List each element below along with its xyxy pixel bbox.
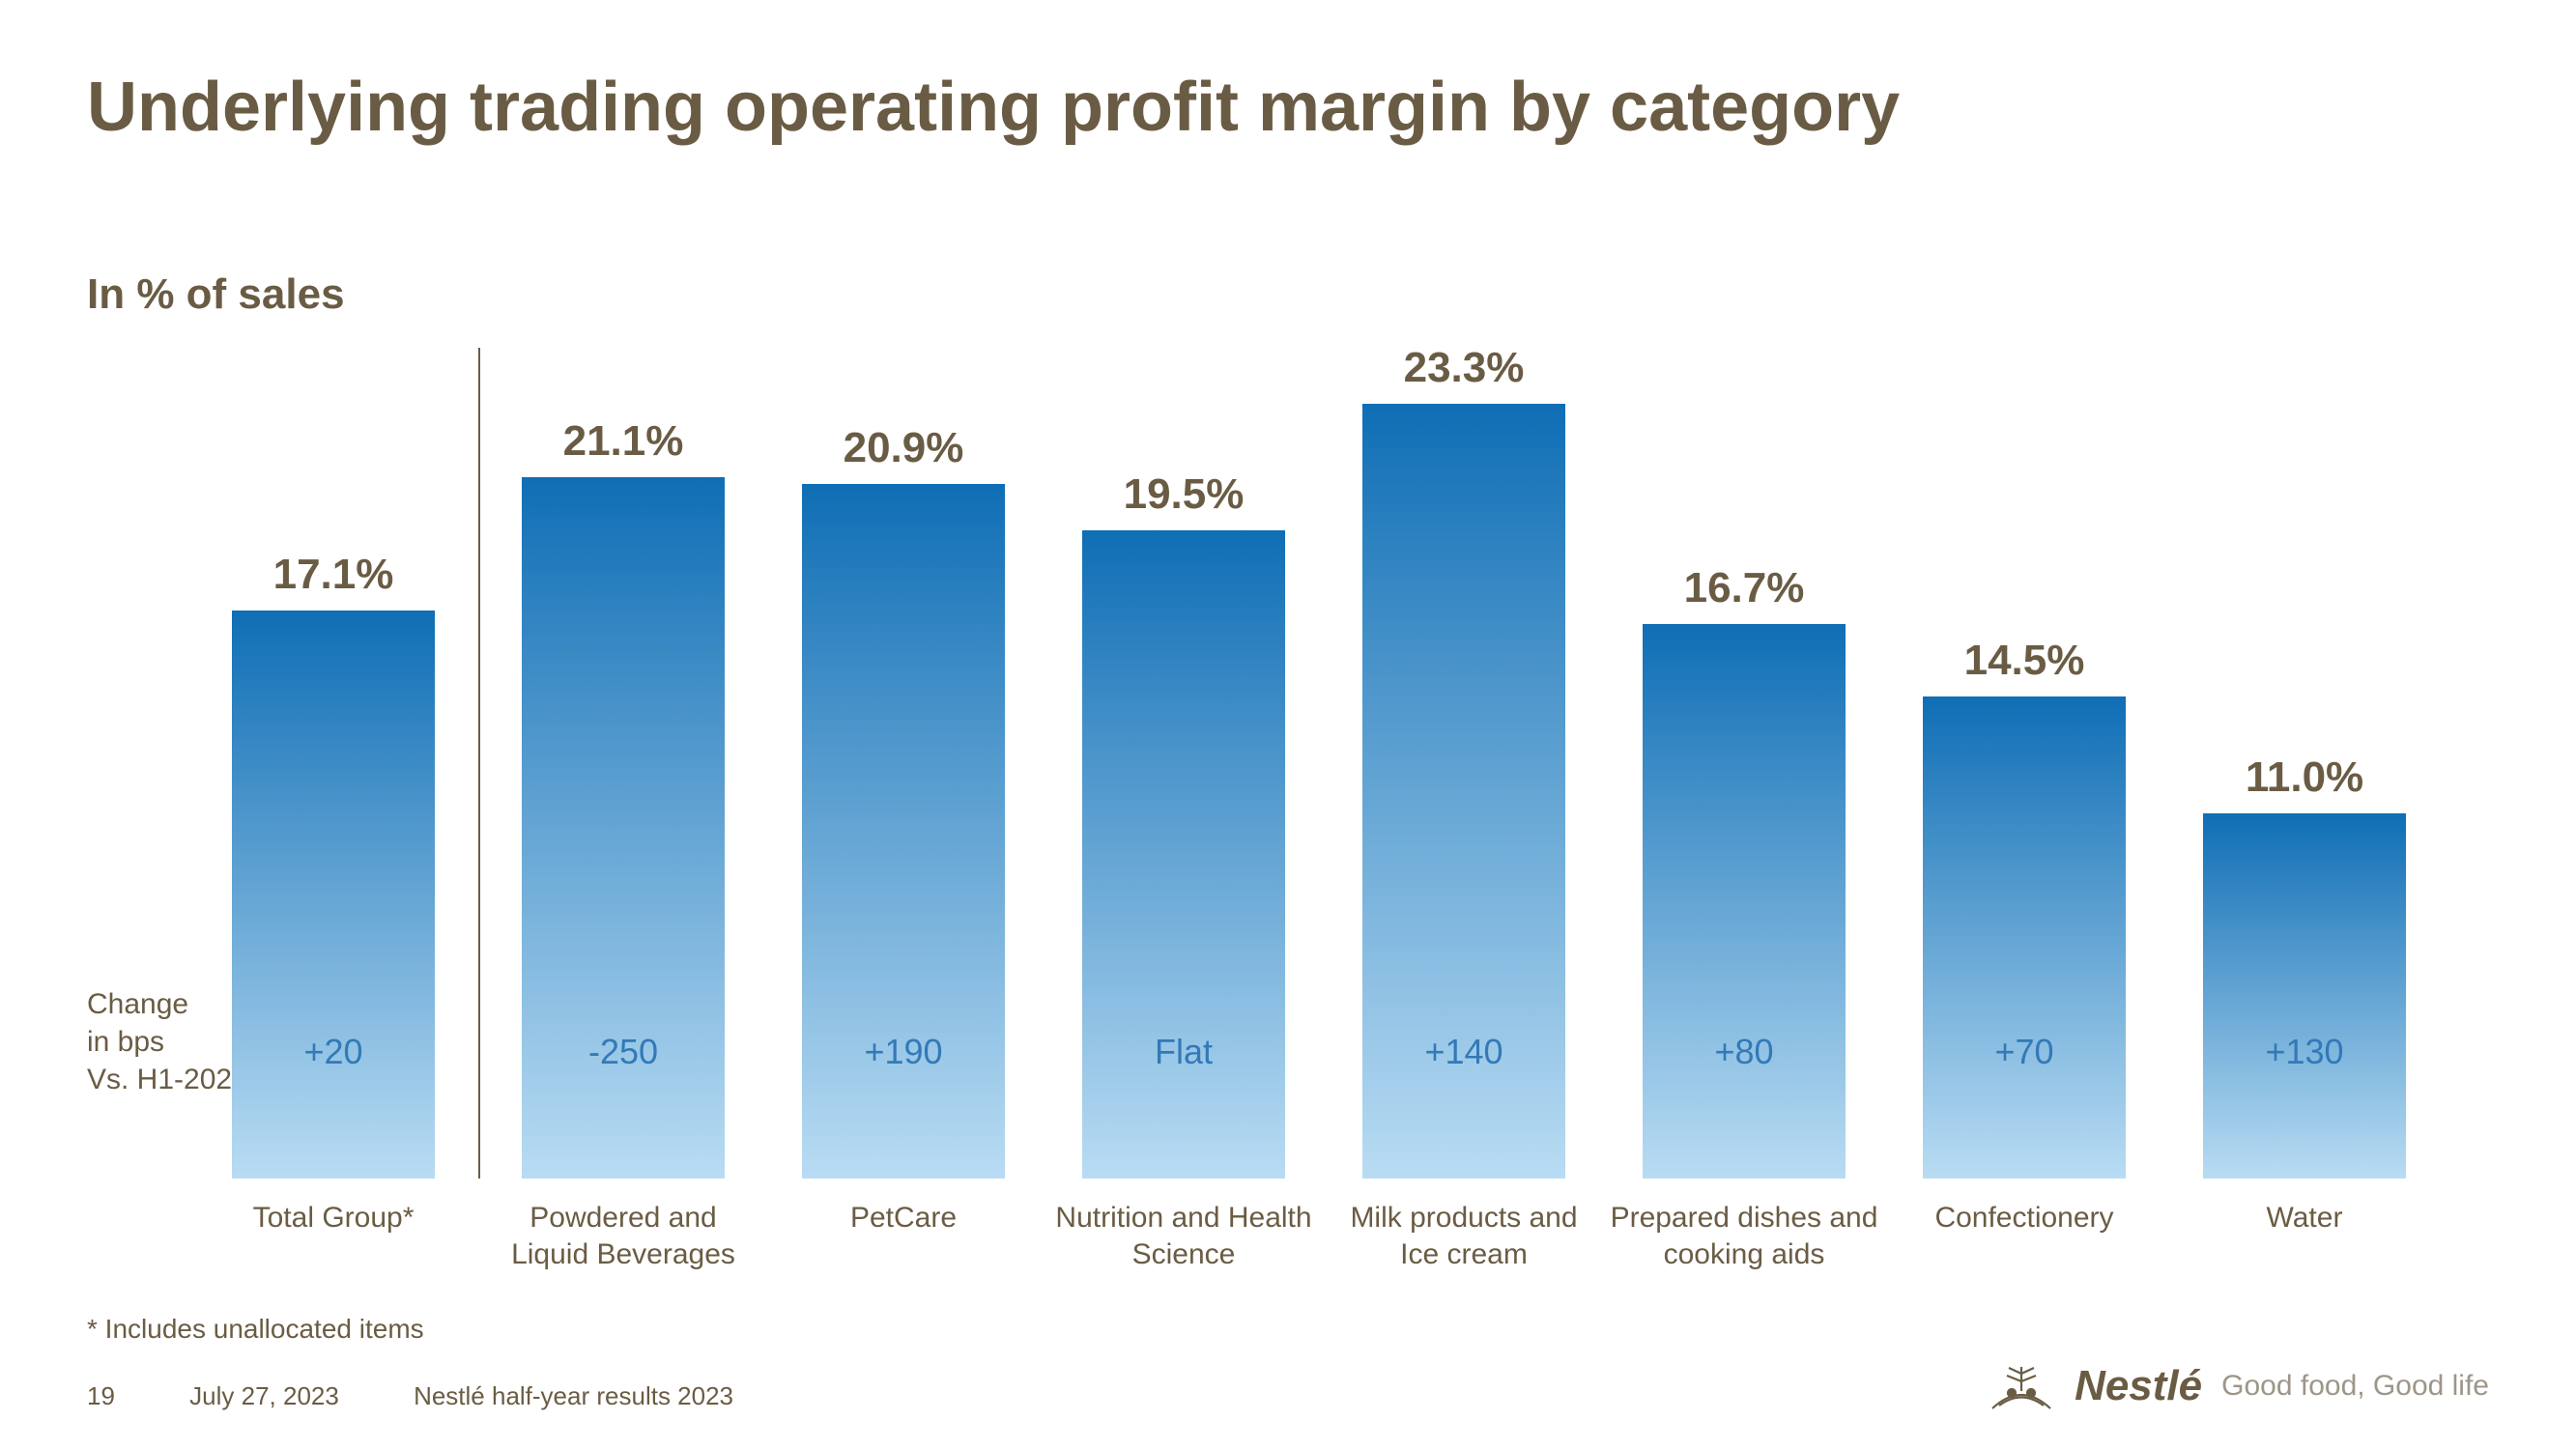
bar-value-label: 20.9% [802, 424, 1005, 472]
slide-title: Underlying trading operating profit marg… [87, 68, 1900, 147]
bar-value-label: 21.1% [522, 417, 725, 466]
footer: 19 July 27, 2023 Nestlé half-year result… [87, 1381, 801, 1411]
bar-category-label: Nutrition and Health Science [1048, 1179, 1319, 1272]
bar-category-label: Powdered and Liquid Beverages [488, 1179, 758, 1272]
bar-change-label: Flat [1082, 1032, 1285, 1072]
bar-group: 21.1%-250Powdered and Liquid Beverages [522, 348, 725, 1179]
logo-text: Nestlé [2075, 1362, 2202, 1410]
bar [232, 611, 435, 1179]
bar-category-label: Milk products and Ice cream [1329, 1179, 1599, 1272]
bar-value-label: 17.1% [232, 551, 435, 599]
logo-block: Nestlé Good food, Good life [1988, 1362, 2489, 1410]
bar-category-label: Prepared dishes and cooking aids [1609, 1179, 1879, 1272]
bar-change-label: +140 [1362, 1032, 1565, 1072]
slide: Underlying trading operating profit marg… [0, 0, 2576, 1449]
bar [1082, 530, 1285, 1179]
bar-change-label: +70 [1923, 1032, 2126, 1072]
bar [802, 484, 1005, 1179]
nest-icon [1988, 1362, 2055, 1410]
footnote: * Includes unallocated items [87, 1314, 424, 1345]
bar-chart: 17.1%+20Total Group*21.1%-250Powdered an… [232, 348, 2493, 1179]
change-label-line2: in bps [87, 1023, 248, 1061]
bar-value-label: 14.5% [1923, 637, 2126, 685]
bar [1923, 696, 2126, 1179]
bar-group: 23.3%+140Milk products and Ice cream [1362, 348, 1565, 1179]
bar-category-label: PetCare [768, 1179, 1039, 1236]
bar-change-label: +80 [1643, 1032, 1846, 1072]
bar-change-label: -250 [522, 1032, 725, 1072]
slide-subtitle: In % of sales [87, 270, 345, 319]
bar-group: 11.0%+130Water [2203, 348, 2406, 1179]
bar [1643, 624, 1846, 1179]
bar [522, 477, 725, 1179]
footer-date: July 27, 2023 [189, 1381, 339, 1410]
bar-value-label: 16.7% [1643, 564, 1846, 612]
change-label-line1: Change [87, 985, 248, 1023]
bar-group: 16.7%+80Prepared dishes and cooking aids [1643, 348, 1846, 1179]
footer-report: Nestlé half-year results 2023 [414, 1381, 733, 1410]
bar-value-label: 23.3% [1362, 344, 1565, 392]
bar-value-label: 11.0% [2203, 753, 2406, 802]
bar-change-label: +190 [802, 1032, 1005, 1072]
change-axis-label: Change in bps Vs. H1-2022 [87, 985, 248, 1098]
total-divider-line [478, 348, 480, 1179]
bar-change-label: +20 [232, 1032, 435, 1072]
bar-group: 17.1%+20Total Group* [232, 348, 435, 1179]
bar-change-label: +130 [2203, 1032, 2406, 1072]
bar [2203, 813, 2406, 1179]
bar-value-label: 19.5% [1082, 470, 1285, 519]
bar-category-label: Total Group* [198, 1179, 469, 1236]
bar-category-label: Water [2169, 1179, 2440, 1236]
bar-group: 19.5%FlatNutrition and Health Science [1082, 348, 1285, 1179]
bar-group: 20.9%+190PetCare [802, 348, 1005, 1179]
change-label-line3: Vs. H1-2022 [87, 1061, 248, 1098]
bar-group: 14.5%+70Confectionery [1923, 348, 2126, 1179]
bar-category-label: Confectionery [1889, 1179, 2160, 1236]
logo-tagline: Good food, Good life [2221, 1370, 2489, 1403]
footer-page: 19 [87, 1381, 115, 1410]
